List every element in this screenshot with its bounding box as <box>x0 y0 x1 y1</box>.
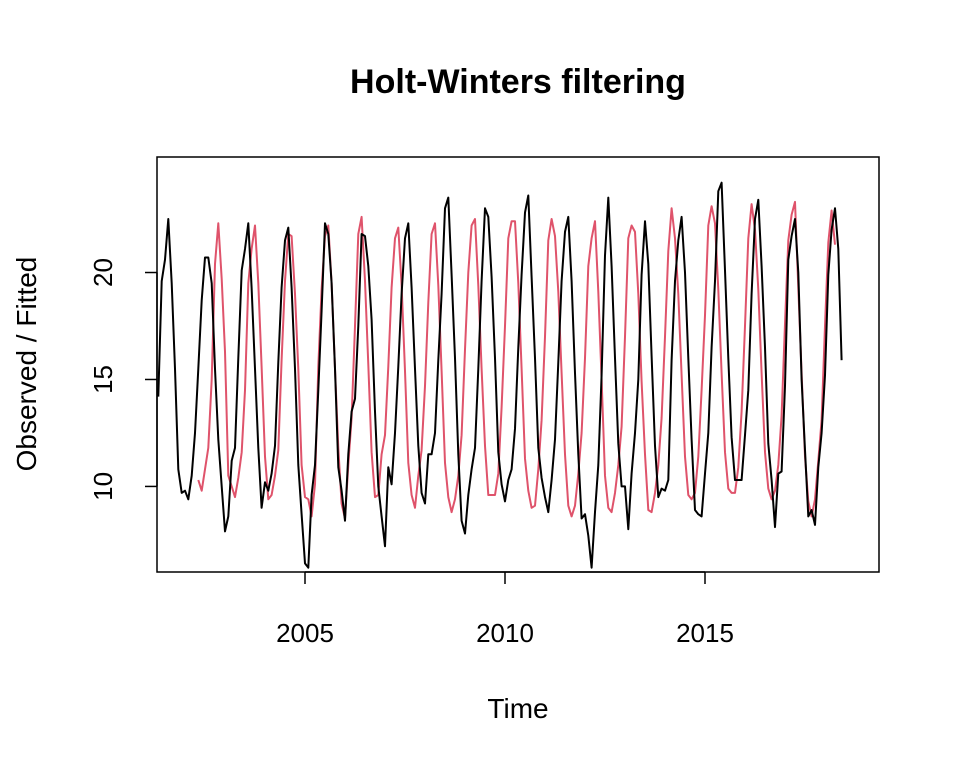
y-tick-label: 20 <box>88 258 118 287</box>
x-axis-label: Time <box>487 693 548 724</box>
series-layer <box>157 181 843 569</box>
y-tick-label: 10 <box>88 472 118 501</box>
x-axis: 2005 2010 2015 <box>276 571 734 648</box>
chart-title: Holt-Winters filtering <box>350 63 686 101</box>
observed-series-line <box>157 181 843 569</box>
fitted-series-line <box>197 200 836 520</box>
y-axis-label: Observed / Fitted <box>11 257 42 472</box>
x-tick-label: 2005 <box>276 618 334 648</box>
x-tick-label: 2010 <box>476 618 534 648</box>
x-tick-label: 2015 <box>676 618 734 648</box>
y-tick-label: 15 <box>88 365 118 394</box>
y-axis: 10 15 20 <box>88 258 158 501</box>
